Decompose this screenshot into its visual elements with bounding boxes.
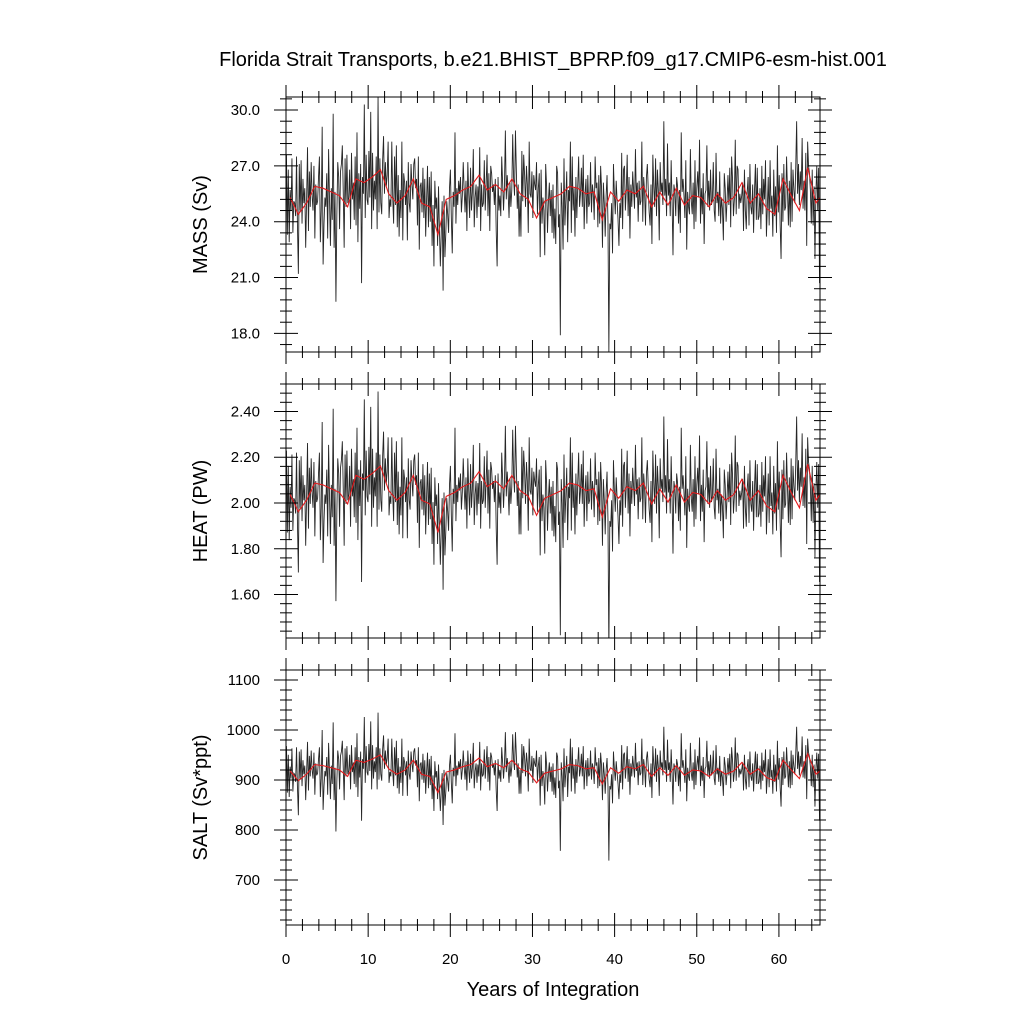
x-axis-label: Years of Integration <box>467 979 640 1001</box>
series-annual-mean-line <box>289 463 820 533</box>
panel-frame <box>285 96 821 353</box>
y-axis-label: MASS (Sv) <box>190 175 212 274</box>
y-tick-label: 2.40 <box>231 403 260 420</box>
y-axis-label: HEAT (PW) <box>190 460 212 563</box>
y-tick-label: 700 <box>235 872 260 889</box>
series-annual-mean-line <box>289 167 820 237</box>
panel-3: 700 800 900 1000 1100 SALT (Sv*ppt) <box>190 658 832 937</box>
y-axis-label: SALT (Sv*ppt) <box>190 735 212 861</box>
y-tick-label: 1.60 <box>231 587 260 604</box>
panel-frame <box>285 669 821 926</box>
panel-frame <box>285 383 821 639</box>
y-tick-label: 30.0 <box>231 102 260 119</box>
series-monthly-line <box>286 391 820 638</box>
chart-title: Florida Strait Transports, b.e21.BHIST_B… <box>219 49 887 71</box>
x-tick-label: 20 <box>442 951 459 968</box>
panel-2: 1.60 1.80 2.00 2.20 2.40 HEAT (PW) <box>190 372 832 650</box>
y-tick-label: 2.20 <box>231 449 260 466</box>
series-monthly-line <box>286 712 820 861</box>
y-tick-label: 24.0 <box>231 214 260 231</box>
y-tick-label: 800 <box>235 822 260 839</box>
series-monthly-line <box>286 97 820 352</box>
x-tick-label: 10 <box>360 951 377 968</box>
x-tick-label: 40 <box>606 951 623 968</box>
x-tick-label: 50 <box>688 951 705 968</box>
y-tick-label: 21.0 <box>231 270 260 287</box>
y-tick-label: 900 <box>235 772 260 789</box>
x-tick-label: 60 <box>771 951 788 968</box>
y-tick-label: 1100 <box>228 672 260 689</box>
panels: 18.0 21.0 24.0 27.0 30.0 MASS (Sv) 1.60 1.80 2.0… <box>190 85 832 937</box>
y-tick-label: 18.0 <box>231 325 260 342</box>
y-tick-label: 1.80 <box>231 541 260 558</box>
y-tick-label: 1000 <box>227 722 260 739</box>
y-tick-label: 27.0 <box>231 158 260 175</box>
panel-1: 18.0 21.0 24.0 27.0 30.0 MASS (Sv) <box>190 85 832 364</box>
series-annual-mean-line <box>289 752 820 794</box>
x-tick-label: 30 <box>524 951 541 968</box>
y-tick-label: 2.00 <box>231 495 260 512</box>
x-tick-labels: 0 10 20 30 40 50 60 <box>282 951 787 968</box>
x-tick-label: 0 <box>282 951 290 968</box>
